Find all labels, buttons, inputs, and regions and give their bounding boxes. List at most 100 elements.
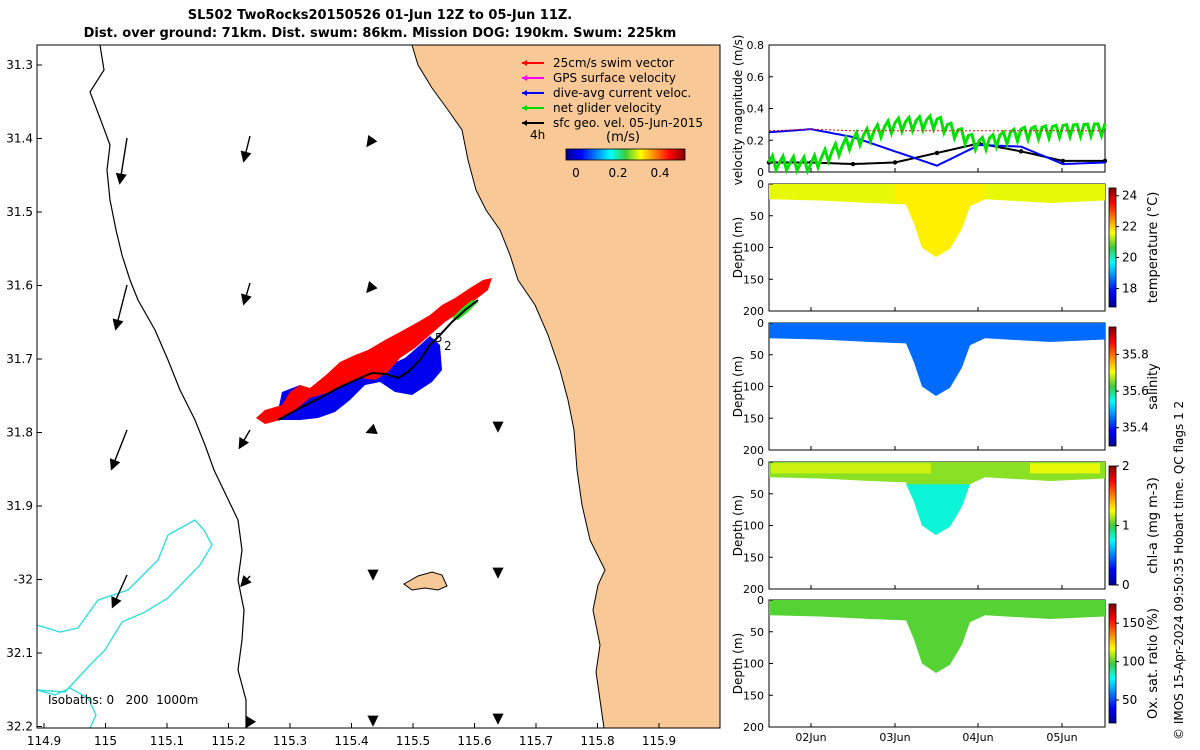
- geo-velocity-arrow: [365, 423, 378, 435]
- colorbar-tick-label: 22: [1122, 220, 1137, 234]
- colorbar-tick-0: 0: [572, 166, 580, 180]
- isobath-1000m: [37, 519, 213, 693]
- section-colorbar: [1108, 326, 1117, 447]
- isobath-200m: [89, 45, 247, 728]
- colorbar-label: salinity: [1146, 363, 1161, 410]
- section-colorbar: [1108, 187, 1117, 308]
- geo-velocity-arrow: [240, 135, 252, 163]
- geo-velocity-arrow: [366, 280, 378, 294]
- section-low-core: [906, 484, 970, 536]
- colorbar-tick-label: 24: [1122, 189, 1137, 203]
- section-ytick-label: 50: [750, 626, 764, 639]
- section-ytick-label: 50: [750, 210, 764, 223]
- velocity-data-point: [934, 150, 940, 156]
- section-surface-high: [1030, 463, 1100, 474]
- legend-label: 25cm/s swim vector: [553, 56, 674, 70]
- velocity-data-point: [850, 161, 856, 167]
- velocity-data-point: [1018, 149, 1024, 154]
- legend-label: sfc geo. vel. 05-Jun-2015: [553, 116, 703, 130]
- colorbar-tick-label: 20: [1122, 251, 1137, 265]
- geo-velocity-arrow: [112, 284, 128, 331]
- map-land: [411, 45, 720, 728]
- geo-velocity-arrow: [238, 429, 251, 450]
- section-panel: 0 50 100 150 200 Depth (m) 18 20 22 24 temperature…: [731, 178, 1161, 318]
- geo-velocity-arrow: [115, 137, 128, 185]
- swim-vector-swath: [256, 278, 492, 424]
- legend-label: net glider velocity: [553, 101, 661, 115]
- colorbar-tick-label: 1: [1122, 519, 1130, 533]
- map-xtick-label: 115.5: [396, 734, 430, 748]
- colorbar-tick-label: 35.4: [1122, 421, 1149, 435]
- map-xtick-label: 115.6: [457, 734, 491, 748]
- legend-swatch-arrowhead: [522, 60, 527, 66]
- section-panel: 0 50 100 150 200 Depth (m) 35.4 35.6 35.8 salinit…: [731, 317, 1161, 457]
- figure-title-line-2: Dist. over ground: 71km. Dist. swum: 86k…: [83, 26, 677, 41]
- legend-swatch-arrowhead: [522, 105, 527, 111]
- colorbar-tick-label: 18: [1122, 281, 1137, 295]
- legend-label: GPS surface velocity: [553, 71, 676, 85]
- glider-marker-5: 5: [435, 331, 443, 345]
- isobaths-label: Isobaths: 0 200 1000m: [48, 693, 198, 707]
- map-ytick-label: 31.4: [6, 132, 33, 146]
- section-ytick-label: 50: [750, 488, 764, 501]
- section-ytick-label: 150: [743, 412, 764, 425]
- colorbar-tick-label: 50: [1122, 693, 1137, 707]
- geo-velocity-arrow: [241, 282, 252, 306]
- time-axis-label: 05Jun: [1046, 731, 1077, 744]
- map-xtick-label: 115.4: [334, 734, 368, 748]
- map-ytick-label: 31.6: [6, 279, 33, 293]
- velocity-series-line: [767, 113, 1107, 176]
- section-ylabel: Depth (m): [731, 356, 745, 417]
- section-ylabel: Depth (m): [731, 495, 745, 556]
- section-warm-core: [895, 184, 985, 258]
- colorbar-tick-label: 150: [1122, 616, 1145, 630]
- geo-velocity-arrow: [109, 429, 128, 471]
- geo-velocity-arrow: [111, 574, 128, 609]
- velocity-data-point: [892, 160, 898, 165]
- colorbar-unit: (m/s): [606, 130, 640, 145]
- map-ytick-label: 31.8: [6, 426, 33, 440]
- map-island-rottnest: [403, 571, 448, 591]
- velocity-data-point: [1060, 158, 1066, 164]
- velocity-ytick-label: 0.8: [747, 39, 765, 52]
- map-xtick-label: 115.2: [211, 734, 245, 748]
- map-xtick-label: 115.1: [150, 734, 184, 748]
- map-xtick-label: 115: [94, 734, 117, 748]
- figure-title-line-1: SL502 TwoRocks20150526 01-Jun 12Z to 05-…: [187, 8, 573, 23]
- section-ytick-label: 0: [757, 317, 764, 330]
- section-ytick-label: 150: [743, 689, 764, 702]
- colorbar-tick-0-2: 0.2: [608, 166, 627, 180]
- legend-label: dive-avg current veloc.: [553, 86, 691, 100]
- map-panel: 5 2 114.9 115 115.1 115.2 115.3 115.4 115.5 115…: [6, 44, 721, 748]
- colorbar-label: chl-a (mg m-3): [1146, 477, 1161, 574]
- time-axis-label: 04Jun: [962, 731, 993, 744]
- legend-swatch-arrowhead: [522, 75, 527, 81]
- map-ytick-label: 31.9: [6, 499, 33, 513]
- sfc-geo-velocity-arrows: [109, 134, 504, 728]
- section-colorbar: [1108, 465, 1117, 586]
- section-colorbar: [1108, 603, 1117, 724]
- map-ytick-label: 32.2: [6, 720, 33, 734]
- legend-swatch-arrowhead: [522, 120, 527, 126]
- section-ytick-label: 0: [757, 178, 764, 191]
- section-ytick-label: 100: [743, 520, 764, 533]
- section-panel: 0 50 100 150 200 Depth (m) 0 1 2 chl-a (mg m-3): [731, 456, 1161, 596]
- section-ytick-label: 100: [743, 658, 764, 671]
- map-ytick-label: 31.3: [6, 58, 33, 72]
- section-ylabel: Depth (m): [731, 633, 745, 694]
- map-frame: [36, 44, 721, 729]
- section-data-field: [769, 600, 1105, 674]
- map-ytick-label: 31.7: [6, 352, 33, 366]
- velocity-ytick-label: 0.2: [747, 134, 765, 147]
- map-longitude-ticks: 114.9 115 115.1 115.2 115.3 115.4 115.5 115.6 11…: [27, 723, 676, 748]
- section-data-field: [769, 323, 1105, 397]
- colorbar-tick-label: 35.8: [1122, 347, 1149, 361]
- map-ytick-label: 31.5: [6, 205, 33, 219]
- map-xtick-label: 115.3: [273, 734, 307, 748]
- section-ytick-label: 150: [743, 551, 764, 564]
- section-ytick-label: 0: [757, 594, 764, 607]
- map-ytick-label: 32.1: [6, 646, 33, 660]
- map-latitude-ticks: 31.3 31.4 31.5 31.6 31.7 31.8 31.9 -32 32.1 32.2: [6, 58, 42, 734]
- map-xtick-label: 115.8: [580, 734, 614, 748]
